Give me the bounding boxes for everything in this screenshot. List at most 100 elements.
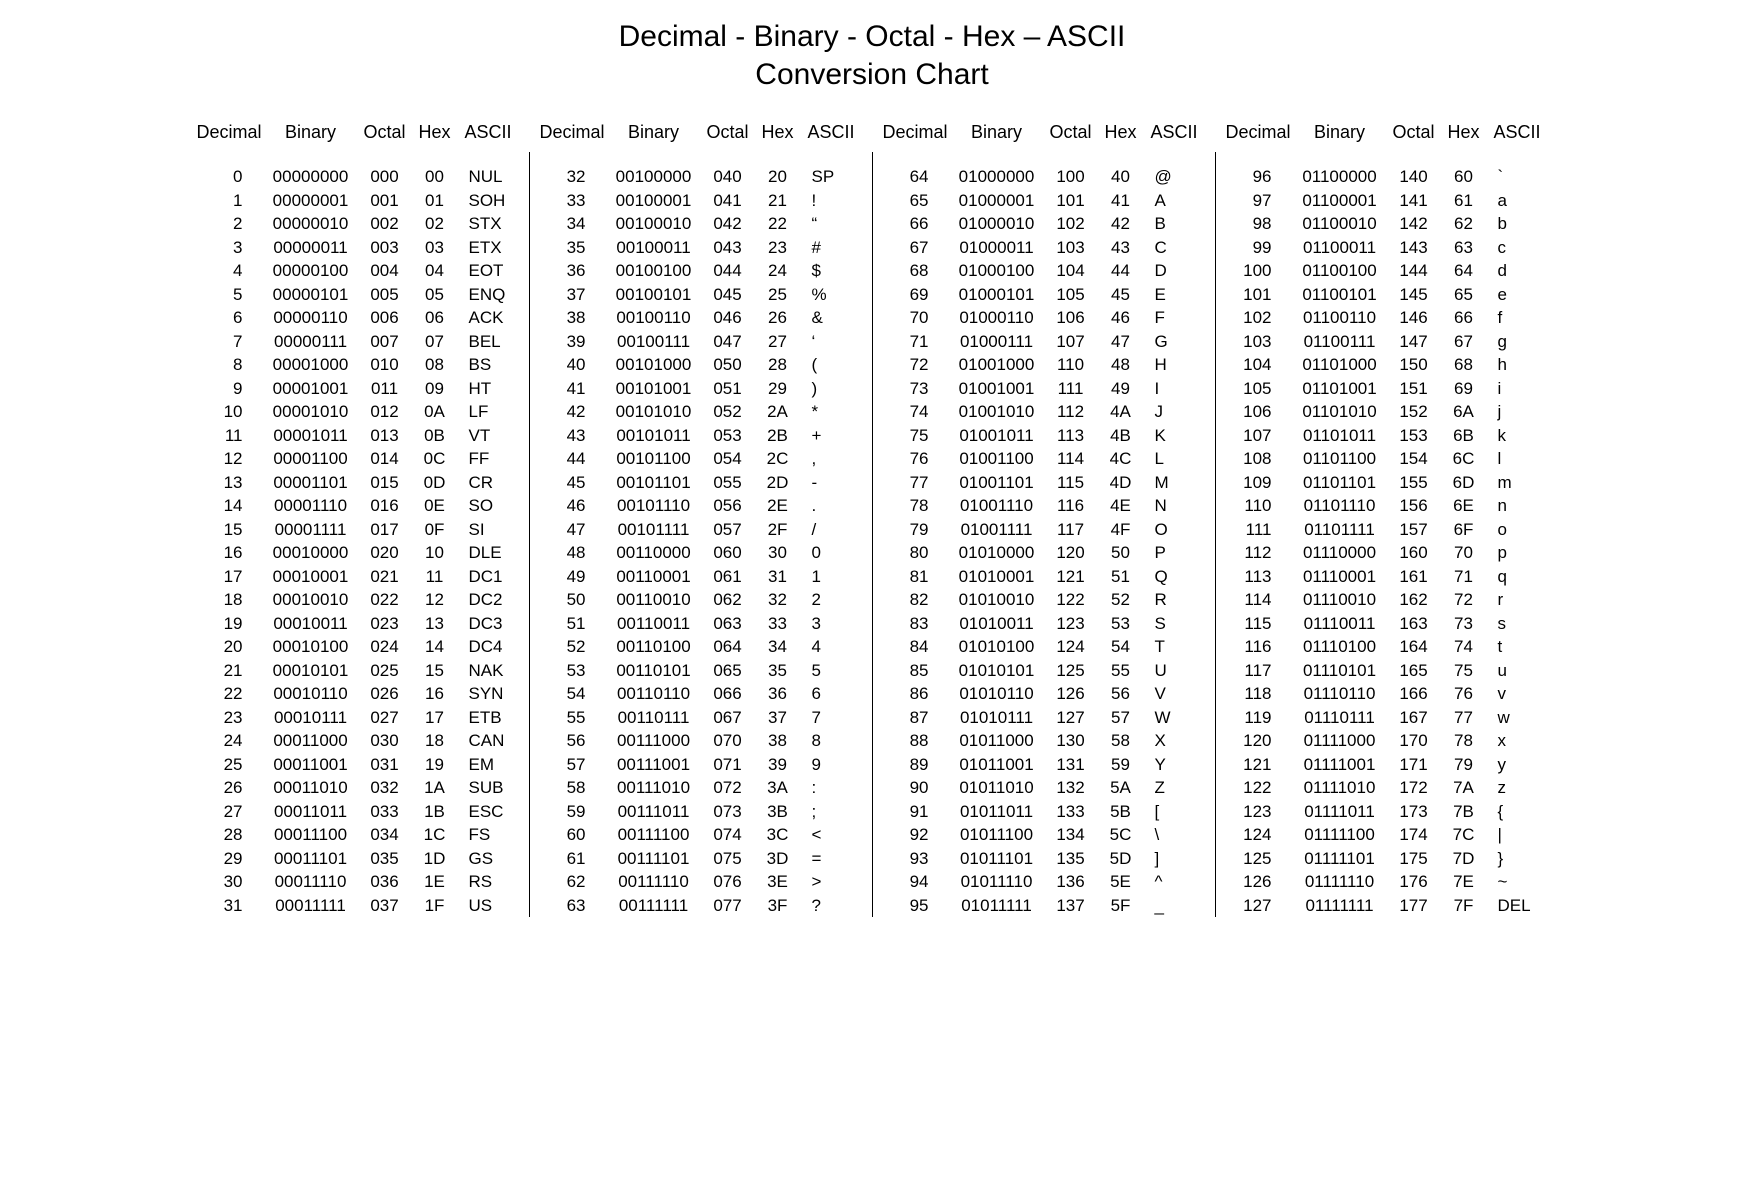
cell-decimal: 97 <box>1226 189 1292 213</box>
cell-octal: 016 <box>359 494 411 518</box>
cell-binary: 00010000 <box>263 541 359 565</box>
cell-decimal: 11 <box>197 424 263 448</box>
table-row: 860101011012656V <box>883 682 1205 706</box>
cell-ascii: GS <box>459 847 519 871</box>
cell-decimal: 25 <box>197 753 263 777</box>
chart-column: DecimalBinaryOctalHexASCII64010000001004… <box>883 122 1205 917</box>
cell-ascii: ENQ <box>459 283 519 307</box>
cell-hex: 7C <box>1440 823 1488 847</box>
cell-decimal: 117 <box>1226 659 1292 683</box>
cell-hex: 3D <box>754 847 802 871</box>
cell-ascii: ) <box>802 377 862 401</box>
cell-binary: 00101010 <box>606 400 702 424</box>
cell-decimal: 74 <box>883 400 949 424</box>
cell-ascii: o <box>1488 518 1548 542</box>
cell-octal: 051 <box>702 377 754 401</box>
cell-ascii: 2 <box>802 588 862 612</box>
cell-binary: 01111010 <box>1292 776 1388 800</box>
table-row: 160001000002010DLE <box>197 541 519 565</box>
cell-decimal: 1 <box>197 189 263 213</box>
cell-octal: 002 <box>359 212 411 236</box>
cell-octal: 045 <box>702 283 754 307</box>
cell-hex: 7F <box>1440 894 1488 918</box>
cell-ascii: 1 <box>802 565 862 589</box>
cell-ascii: s <box>1488 612 1548 636</box>
cell-ascii: DEL <box>1488 894 1548 918</box>
cell-decimal: 110 <box>1226 494 1292 518</box>
cell-octal: 107 <box>1045 330 1097 354</box>
cell-decimal: 107 <box>1226 424 1292 448</box>
cell-octal: 133 <box>1045 800 1097 824</box>
chart-column: DecimalBinaryOctalHexASCII96011000001406… <box>1226 122 1548 917</box>
cell-ascii: n <box>1488 494 1548 518</box>
cell-octal: 112 <box>1045 400 1097 424</box>
cell-ascii: u <box>1488 659 1548 683</box>
cell-decimal: 50 <box>540 588 606 612</box>
cell-octal: 000 <box>359 165 411 189</box>
cell-binary: 01110100 <box>1292 635 1388 659</box>
cell-hex: 55 <box>1097 659 1145 683</box>
header-binary: Binary <box>1292 122 1388 143</box>
cell-ascii: 9 <box>802 753 862 777</box>
cell-hex: 3C <box>754 823 802 847</box>
cell-binary: 01111000 <box>1292 729 1388 753</box>
table-row: 63001111110773F? <box>540 894 862 918</box>
cell-hex: 03 <box>411 236 459 260</box>
cell-ascii: W <box>1145 706 1205 730</box>
table-row: 1030110011114767g <box>1226 330 1548 354</box>
cell-ascii: D <box>1145 259 1205 283</box>
cell-hex: 7A <box>1440 776 1488 800</box>
cell-decimal: 82 <box>883 588 949 612</box>
table-row: 800101000012050P <box>883 541 1205 565</box>
cell-octal: 057 <box>702 518 754 542</box>
cell-decimal: 86 <box>883 682 949 706</box>
cell-decimal: 23 <box>197 706 263 730</box>
header-row: DecimalBinaryOctalHexASCII <box>883 122 1205 165</box>
cell-binary: 01100000 <box>1292 165 1388 189</box>
table-row: 107011010111536Bk <box>1226 424 1548 448</box>
table-row: 79010011111174FO <box>883 518 1205 542</box>
cell-ascii: C <box>1145 236 1205 260</box>
cell-ascii: K <box>1145 424 1205 448</box>
cell-hex: 58 <box>1097 729 1145 753</box>
cell-octal: 162 <box>1388 588 1440 612</box>
cell-decimal: 26 <box>197 776 263 800</box>
cell-binary: 01100010 <box>1292 212 1388 236</box>
cell-hex: 50 <box>1097 541 1145 565</box>
cell-ascii: d <box>1488 259 1548 283</box>
cell-decimal: 12 <box>197 447 263 471</box>
cell-ascii: q <box>1488 565 1548 589</box>
cell-binary: 00101100 <box>606 447 702 471</box>
table-row: 76010011001144CL <box>883 447 1205 471</box>
cell-binary: 00010101 <box>263 659 359 683</box>
table-row: 29000111010351DGS <box>197 847 519 871</box>
cell-octal: 142 <box>1388 212 1440 236</box>
cell-binary: 01001011 <box>949 424 1045 448</box>
cell-hex: 1B <box>411 800 459 824</box>
cell-octal: 160 <box>1388 541 1440 565</box>
cell-octal: 106 <box>1045 306 1097 330</box>
cell-binary: 01000001 <box>949 189 1045 213</box>
table-row: 650100000110141A <box>883 189 1205 213</box>
cell-hex: 66 <box>1440 306 1488 330</box>
header-decimal: Decimal <box>1226 122 1292 143</box>
table-row: 11000010110130BVT <box>197 424 519 448</box>
cell-hex: 3F <box>754 894 802 918</box>
header-ascii: ASCII <box>1145 122 1205 143</box>
cell-ascii: BEL <box>459 330 519 354</box>
cell-binary: 00011010 <box>263 776 359 800</box>
cell-hex: 18 <box>411 729 459 753</box>
cell-ascii: @ <box>1145 165 1205 189</box>
cell-octal: 136 <box>1045 870 1097 894</box>
table-row: 200001010002414DC4 <box>197 635 519 659</box>
cell-binary: 01101110 <box>1292 494 1388 518</box>
cell-binary: 01110000 <box>1292 541 1388 565</box>
cell-decimal: 55 <box>540 706 606 730</box>
cell-octal: 026 <box>359 682 411 706</box>
cell-octal: 146 <box>1388 306 1440 330</box>
cell-binary: 01010000 <box>949 541 1045 565</box>
cell-binary: 00110001 <box>606 565 702 589</box>
cell-binary: 01001111 <box>949 518 1045 542</box>
cell-ascii: ETB <box>459 706 519 730</box>
cell-octal: 025 <box>359 659 411 683</box>
